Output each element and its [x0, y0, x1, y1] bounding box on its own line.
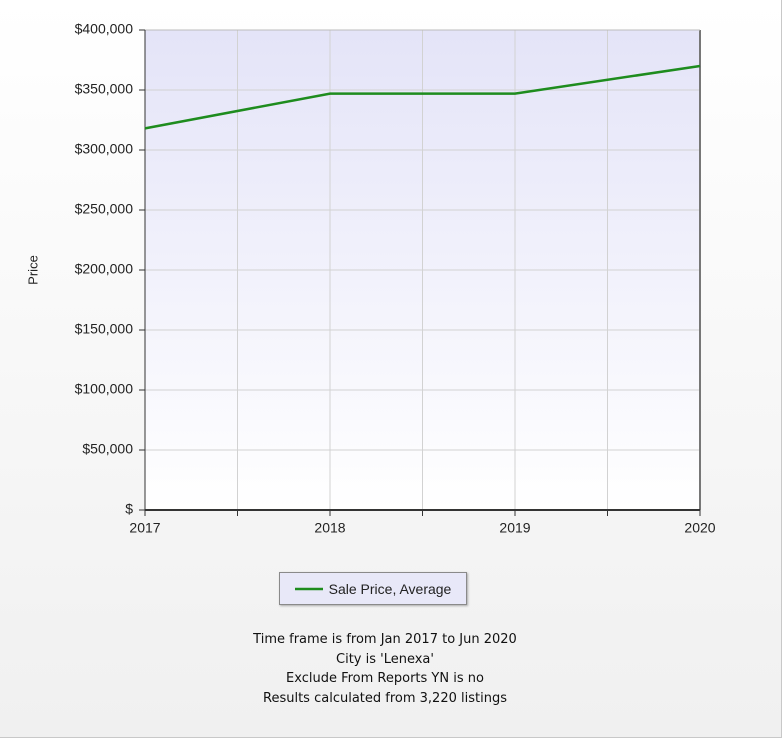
legend-swatch [294, 587, 323, 590]
note-line: City is 'Lenexa' [336, 651, 434, 667]
y-tick-label: $350,000 [75, 81, 134, 97]
y-tick-label: $200,000 [75, 261, 134, 277]
y-tick-label: $50,000 [82, 441, 133, 457]
x-tick-label: 2020 [684, 520, 715, 536]
x-tick-label: 2019 [499, 520, 530, 536]
y-tick-label: $300,000 [75, 141, 134, 157]
x-tick-label: 2017 [129, 520, 160, 536]
chart: Price $ $50,000 $100,000 $150,000 $200,000 $2… [25, 21, 715, 536]
y-axis-label: Price [25, 255, 40, 285]
legend: Sale Price, Average [279, 572, 467, 605]
x-tick-label: 2018 [314, 520, 345, 536]
note-line: Results calculated from 3,220 listings [263, 690, 507, 706]
notes: Time frame is from Jan 2017 to Jun 2020 C… [0, 630, 770, 708]
y-tick-label: $250,000 [75, 201, 134, 217]
legend-label: Sale Price, Average [328, 580, 452, 597]
data-line [144, 64, 701, 130]
note-line: Time frame is from Jan 2017 to Jun 2020 [253, 632, 517, 647]
y-tick-label: $ [125, 501, 133, 517]
y-tick-label: $100,000 [75, 381, 134, 397]
y-tick-label: $150,000 [75, 321, 134, 337]
note-line: Exclude From Reports YN is no [286, 671, 484, 686]
y-tick-label: $400,000 [75, 21, 134, 37]
